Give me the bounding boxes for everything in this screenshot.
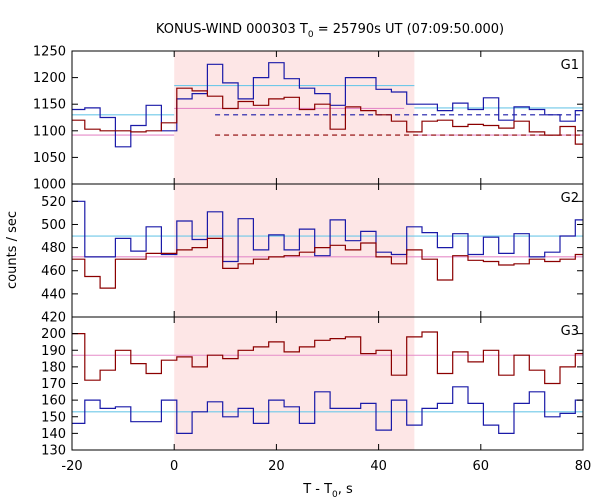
y-tick-label: 160	[41, 394, 66, 409]
y-tick-label: 150	[41, 410, 66, 425]
y-tick-label: 480	[41, 241, 66, 256]
y-tick-label: 170	[41, 377, 66, 392]
panel-label: G1	[561, 58, 579, 73]
y-tick-label: 500	[41, 218, 66, 233]
count-rate-series	[72, 331, 583, 385]
title-subscript: 0	[308, 30, 314, 40]
x-axis-label: T - T0, s	[302, 482, 353, 500]
y-tick-label: 130	[41, 444, 66, 459]
y-tick-label: 1200	[33, 71, 66, 86]
y-tick-label: 1000	[33, 178, 66, 193]
y-tick-label: 520	[41, 195, 66, 210]
x-tick-label: -20	[61, 459, 82, 474]
chart-title: KONUS-WIND 000303 T0 = 25790s UT (07:09:…	[156, 22, 504, 40]
panel-label: G3	[561, 324, 579, 339]
y-tick-label: 140	[41, 427, 66, 442]
count-rate-series	[72, 386, 583, 434]
y-tick-label: 1250	[33, 45, 66, 60]
shaded-interval	[174, 51, 415, 184]
y-tick-label: 1050	[33, 151, 66, 166]
count-rate-series	[72, 237, 583, 289]
y-tick-label: 1100	[33, 124, 66, 139]
panel-label: G2	[561, 191, 579, 206]
y-axis-label: counts / sec	[5, 211, 20, 289]
x-tick-label: 20	[268, 459, 285, 474]
x-tick-label: 40	[370, 459, 387, 474]
title-rest: = 25790s UT (07:09:50.000)	[314, 22, 504, 37]
y-tick-label: 180	[41, 360, 66, 375]
shaded-interval	[174, 317, 415, 450]
y-tick-label: 460	[41, 264, 66, 279]
y-tick-label: 420	[41, 311, 66, 326]
x-tick-label: 80	[575, 459, 592, 474]
count-rate-series	[72, 87, 583, 145]
panels-layer: 1000 1050 1100 1150 1200 1250 G1 420 440 460 480 50…	[33, 45, 591, 475]
y-tick-label: 1150	[33, 98, 66, 113]
y-tick-label: 200	[41, 327, 66, 342]
xlabel-main: T - T	[302, 482, 332, 497]
count-rate-series	[72, 62, 583, 148]
y-tick-label: 440	[41, 287, 66, 302]
panel-g2: 420 440 460 480 500 520 G2	[41, 183, 584, 326]
xlabel-subscript: 0	[332, 490, 338, 500]
panel-g1: 1000 1050 1100 1150 1200 1250 G1	[33, 45, 584, 193]
y-tick-label: 190	[41, 344, 66, 359]
xlabel-rest: , s	[338, 482, 353, 497]
x-tick-label: 0	[170, 459, 178, 474]
title-main: KONUS-WIND 000303 T	[156, 22, 308, 37]
x-tick-label: 60	[473, 459, 490, 474]
count-rate-series	[72, 200, 583, 263]
